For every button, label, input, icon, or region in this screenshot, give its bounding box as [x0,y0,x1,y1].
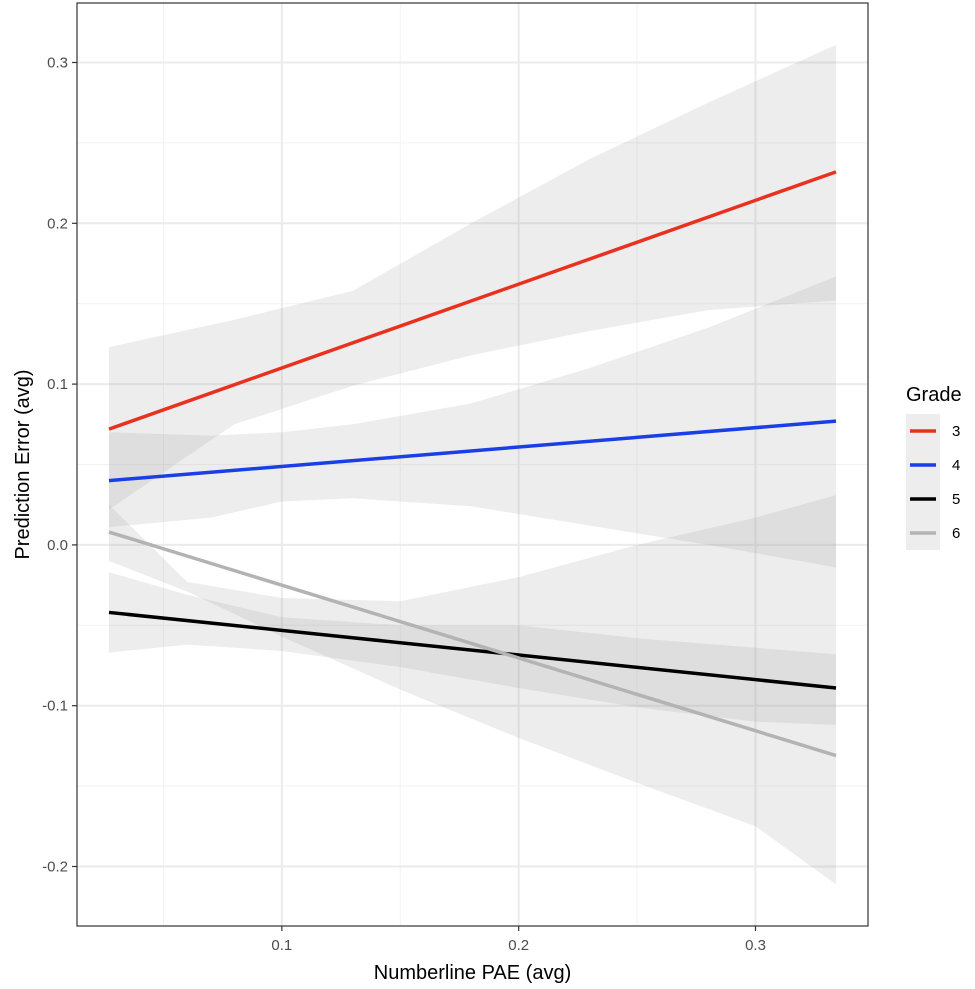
major-gridlines [77,3,868,926]
legend-label-grade-6: 6 [952,525,960,542]
legend-title: Grade [906,384,962,406]
x-axis-ticks: 0.1 0.2 0.3 [271,926,766,954]
panel-border [76,2,869,927]
legend-label-grade-3: 3 [952,423,960,440]
regression-line-grade-5 [108,610,837,690]
x-tick-label: 0.2 [508,937,529,954]
y-tick-label: -0.1 [42,698,68,715]
y-tick-label: 0.2 [47,215,68,232]
minor-gridlines [77,3,868,926]
confidence-band-grade-3 [109,44,836,510]
regression-line-grade-3 [108,170,837,431]
y-axis-title: Prediction Error (avg) [12,369,34,559]
series-lines [108,170,837,758]
x-tick-label: 0.3 [745,937,766,954]
y-axis-ticks: -0.2 -0.1 0.0 0.1 0.2 0.3 [42,54,77,876]
y-tick-label: -0.2 [42,859,68,876]
legend-label-grade-4: 4 [952,457,960,474]
x-axis-title: Numberline PAE (avg) [374,962,571,984]
confidence-bands [109,44,836,885]
regression-line-grade-6 [108,530,837,758]
plot-border [76,2,869,927]
y-tick-label: 0.1 [47,376,68,393]
x-tick-label: 0.1 [271,937,292,954]
y-tick-label: 0.3 [47,54,68,71]
y-tick-label: 0.0 [47,537,68,554]
confidence-band-grade-6 [109,495,836,885]
legend-label-grade-5: 5 [952,491,960,508]
regression-line-grade-4 [108,419,837,483]
confidence-band-grade-4 [109,276,836,568]
legend: Grade 3 4 5 6 [906,384,962,550]
